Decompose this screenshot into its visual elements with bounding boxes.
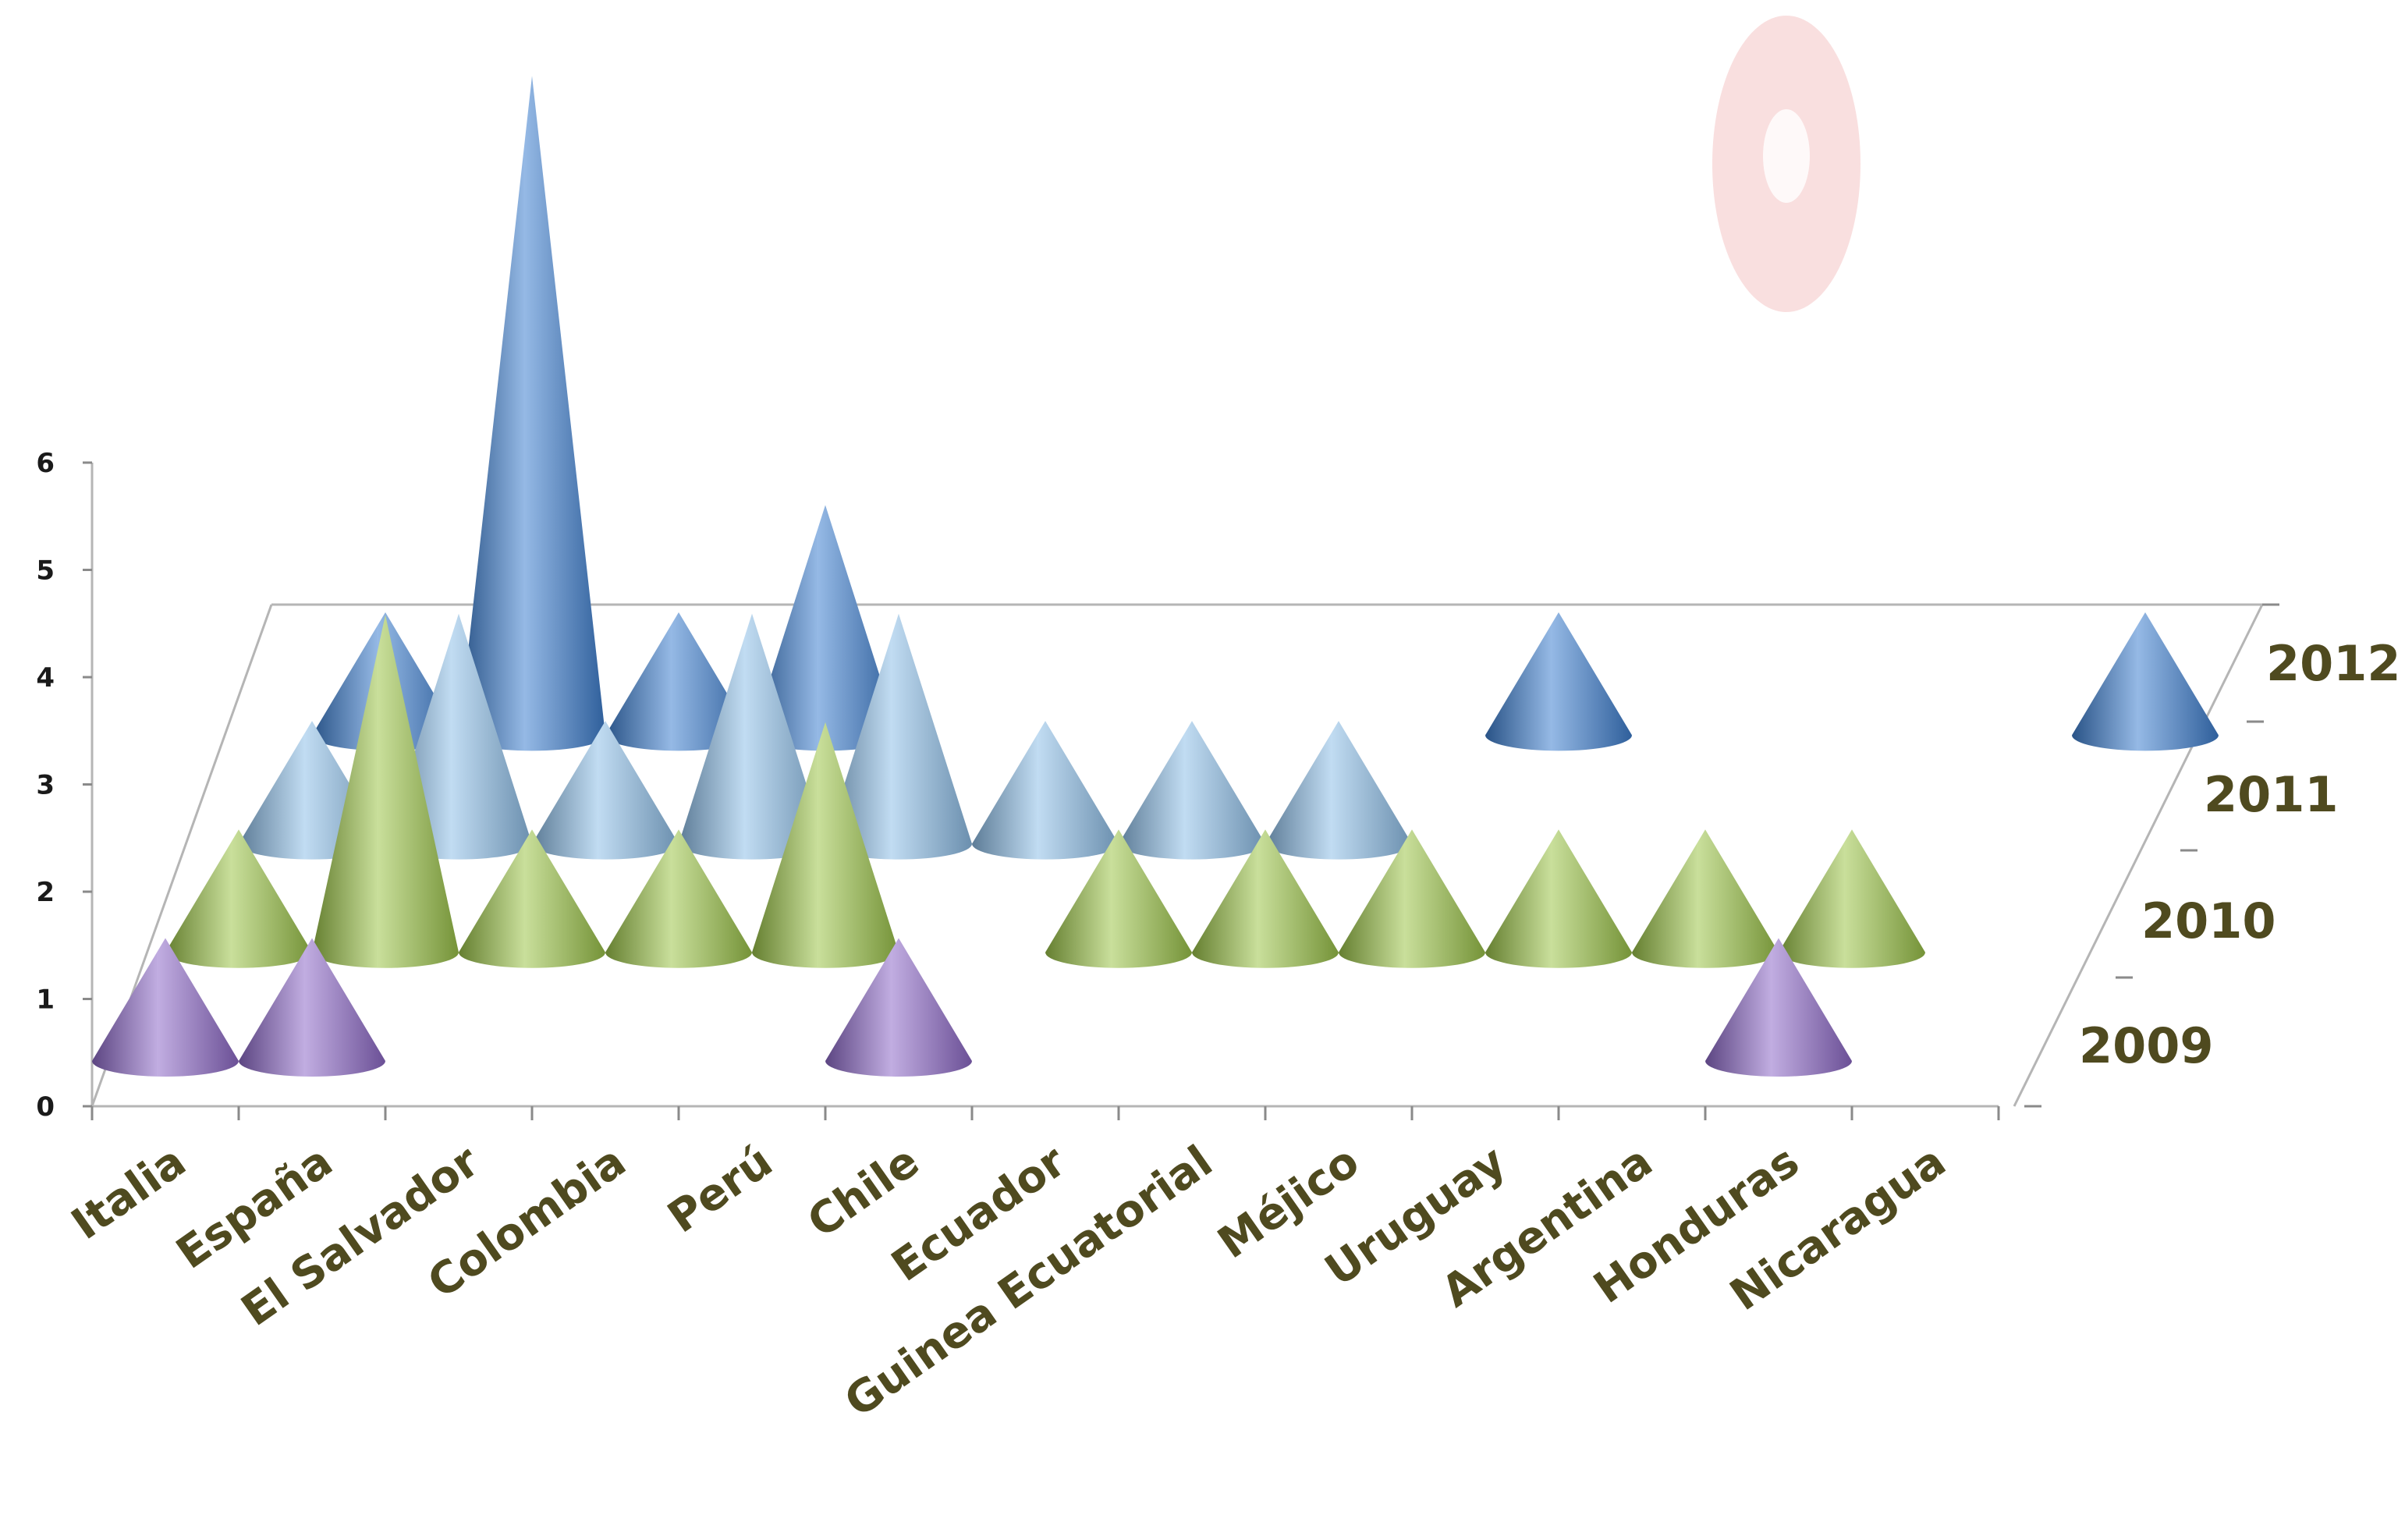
floor-right-edge [2013, 604, 2264, 1107]
y-tick-label: 1 [36, 985, 55, 1016]
cone-body [1705, 938, 1852, 1077]
cone-body [605, 829, 752, 968]
y-axis-labels: 0 1 2 3 4 5 6 [36, 448, 55, 1123]
cone-body [1339, 829, 1485, 968]
cone-body [312, 615, 459, 968]
y-tick-label: 2 [36, 877, 55, 908]
cone-body [1779, 829, 1925, 968]
cone-body [165, 829, 312, 968]
cone-body [2072, 612, 2219, 751]
cone-2010-guinea-ecuatorial [1192, 829, 1339, 968]
y-tick-label: 4 [36, 662, 55, 694]
y-tick-label: 6 [36, 448, 55, 479]
chart-axes [83, 461, 2279, 1120]
cone-body [92, 938, 239, 1077]
cone-2011-colombia [679, 613, 825, 860]
cone-2010-peru [752, 722, 899, 968]
series-label-2012: 2012 [2266, 635, 2401, 692]
cone-2010-italia [165, 829, 312, 968]
cone-2011-guinea-ecuatorial [1265, 721, 1412, 860]
cone-body [239, 938, 385, 1077]
y-tick-label: 0 [36, 1091, 55, 1123]
cone-body [1045, 829, 1192, 968]
cone-body [605, 612, 752, 751]
cone-2010-ecuador [1045, 829, 1192, 968]
cone-2011-chile [972, 721, 1119, 860]
cone-body [825, 938, 972, 1077]
cone-body [752, 722, 899, 968]
cone-2009-espana [239, 938, 385, 1077]
cone-2011-el-salvador [532, 721, 679, 860]
depth-axis-labels: 2009 2010 2011 2012 [2079, 635, 2401, 1074]
y-tick-label: 3 [36, 770, 55, 801]
series-label-2010: 2010 [2141, 892, 2276, 949]
series-label-2011: 2011 [2204, 766, 2339, 823]
cone-2009-chile [825, 938, 972, 1077]
cone-body [1485, 612, 1632, 751]
cone-body [679, 613, 825, 860]
cone-body [825, 613, 972, 860]
cone-2010-uruguay [1485, 829, 1632, 968]
cone-2012-colombia [752, 505, 899, 751]
cone-2009-italia [92, 938, 239, 1077]
cone-body [1485, 829, 1632, 968]
cone-body [1632, 829, 1779, 968]
cone-series [92, 76, 2219, 1077]
cone-2010-honduras [1779, 829, 1925, 968]
cone-2010-el-salvador [459, 829, 605, 968]
cone-2010-argentina [1632, 829, 1779, 968]
cone-body [1265, 721, 1412, 860]
cone-body [1192, 829, 1339, 968]
cone-body [459, 76, 605, 751]
cone-2012-nicaragua [2072, 612, 2219, 751]
cone-2010-espana [312, 615, 459, 968]
background-smudge-highlight [1763, 109, 1810, 203]
cone-body [972, 721, 1119, 860]
cone-2012-mejico [1485, 612, 1632, 751]
series-label-2009: 2009 [2079, 1017, 2214, 1074]
cone-2011-peru [825, 613, 972, 860]
x-tick-label: Perú [659, 1136, 782, 1243]
cone-body [1119, 721, 1265, 860]
cone-2012-el-salvador [605, 612, 752, 751]
cone-body [459, 829, 605, 968]
cone-2012-espana [459, 76, 605, 751]
cone-body [532, 721, 679, 860]
cone-2010-mejico [1339, 829, 1485, 968]
cone-2010-colombia [605, 829, 752, 968]
cone-2011-ecuador [1119, 721, 1265, 860]
y-tick-label: 5 [36, 555, 55, 587]
cone-2009-honduras [1705, 938, 1852, 1077]
cone-body [752, 505, 899, 751]
